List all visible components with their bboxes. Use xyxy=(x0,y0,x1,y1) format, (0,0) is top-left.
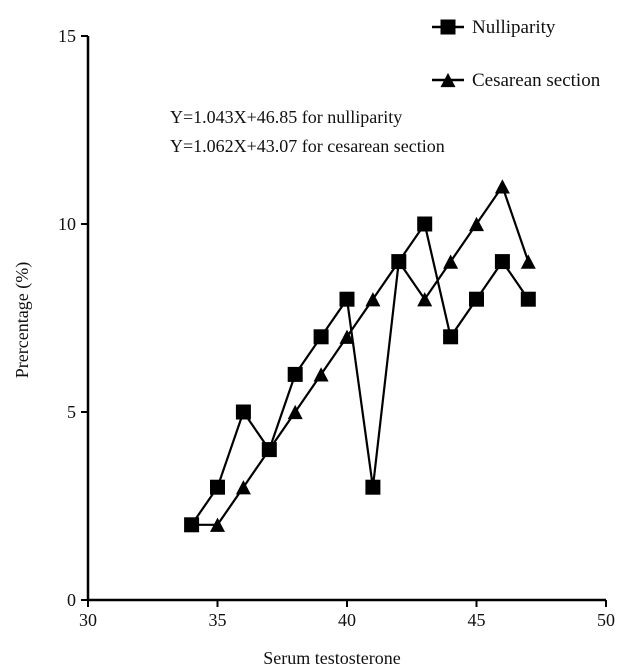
legend-label-nulliparity: Nulliparity xyxy=(472,17,556,38)
data-point-cesarean-section xyxy=(365,292,381,307)
legend-marker-nulliparity xyxy=(440,19,456,35)
legend-marker-cesarean-section xyxy=(440,72,456,88)
data-point-cesarean-section xyxy=(184,517,200,532)
data-point-cesarean-section xyxy=(313,367,329,382)
legend-item-nulliparity: Nulliparity xyxy=(432,17,556,38)
regression-equation-cesarean: Y=1.062X+43.07 for cesarean section xyxy=(170,136,445,156)
series-cesarean-section xyxy=(184,179,536,532)
x-tick-label: 35 xyxy=(209,610,227,630)
x-tick-label: 45 xyxy=(468,610,486,630)
x-tick-label: 50 xyxy=(597,610,615,630)
data-point-cesarean-section xyxy=(443,254,459,269)
x-axis-ticks: 30 35 40 45 50 xyxy=(79,600,615,630)
data-point-nulliparity xyxy=(417,216,433,232)
legend-item-cesarean-section: Cesarean section xyxy=(432,70,601,91)
y-tick-label: 0 xyxy=(67,590,76,610)
data-point-nulliparity xyxy=(494,254,510,270)
data-point-cesarean-section xyxy=(469,216,484,232)
legend-label-cesarean-section: Cesarean section xyxy=(472,70,601,91)
data-point-cesarean-section xyxy=(339,329,355,344)
y-tick-label: 10 xyxy=(58,214,76,234)
data-point-cesarean-section xyxy=(494,179,510,194)
series-line-nulliparity xyxy=(190,221,530,526)
series-nulliparity xyxy=(184,216,536,533)
data-point-nulliparity xyxy=(339,291,355,307)
regression-equation-nulliparity: Y=1.043X+46.85 for nulliparity xyxy=(170,107,402,127)
data-point-nulliparity xyxy=(469,291,484,307)
x-axis-title: Serum testosterone xyxy=(263,648,400,667)
x-tick-label: 40 xyxy=(338,610,356,630)
data-point-cesarean-section xyxy=(417,292,433,307)
data-point-cesarean-section xyxy=(287,404,303,420)
data-point-cesarean-section xyxy=(235,480,251,495)
data-point-nulliparity xyxy=(443,329,459,345)
data-point-cesarean-section xyxy=(261,442,277,457)
series-layer xyxy=(184,179,536,533)
y-axis-ticks: 0 5 10 15 xyxy=(58,26,88,610)
y-axis-title: Prercentage (%) xyxy=(12,262,33,378)
data-point-nulliparity xyxy=(287,366,303,382)
data-point-cesarean-section xyxy=(210,517,225,532)
data-point-cesarean-section xyxy=(520,254,536,269)
x-tick-label: 30 xyxy=(79,610,97,630)
data-point-nulliparity xyxy=(210,479,225,495)
data-point-cesarean-section xyxy=(391,254,407,269)
data-point-nulliparity xyxy=(365,479,381,495)
legend: Nulliparity Cesarean section xyxy=(432,17,601,91)
data-point-nulliparity xyxy=(520,291,536,307)
y-tick-label: 5 xyxy=(67,402,76,422)
data-point-nulliparity xyxy=(313,329,329,345)
y-tick-label: 15 xyxy=(58,26,76,46)
series-line-cesarean-section xyxy=(191,183,530,526)
data-point-nulliparity xyxy=(235,404,251,420)
